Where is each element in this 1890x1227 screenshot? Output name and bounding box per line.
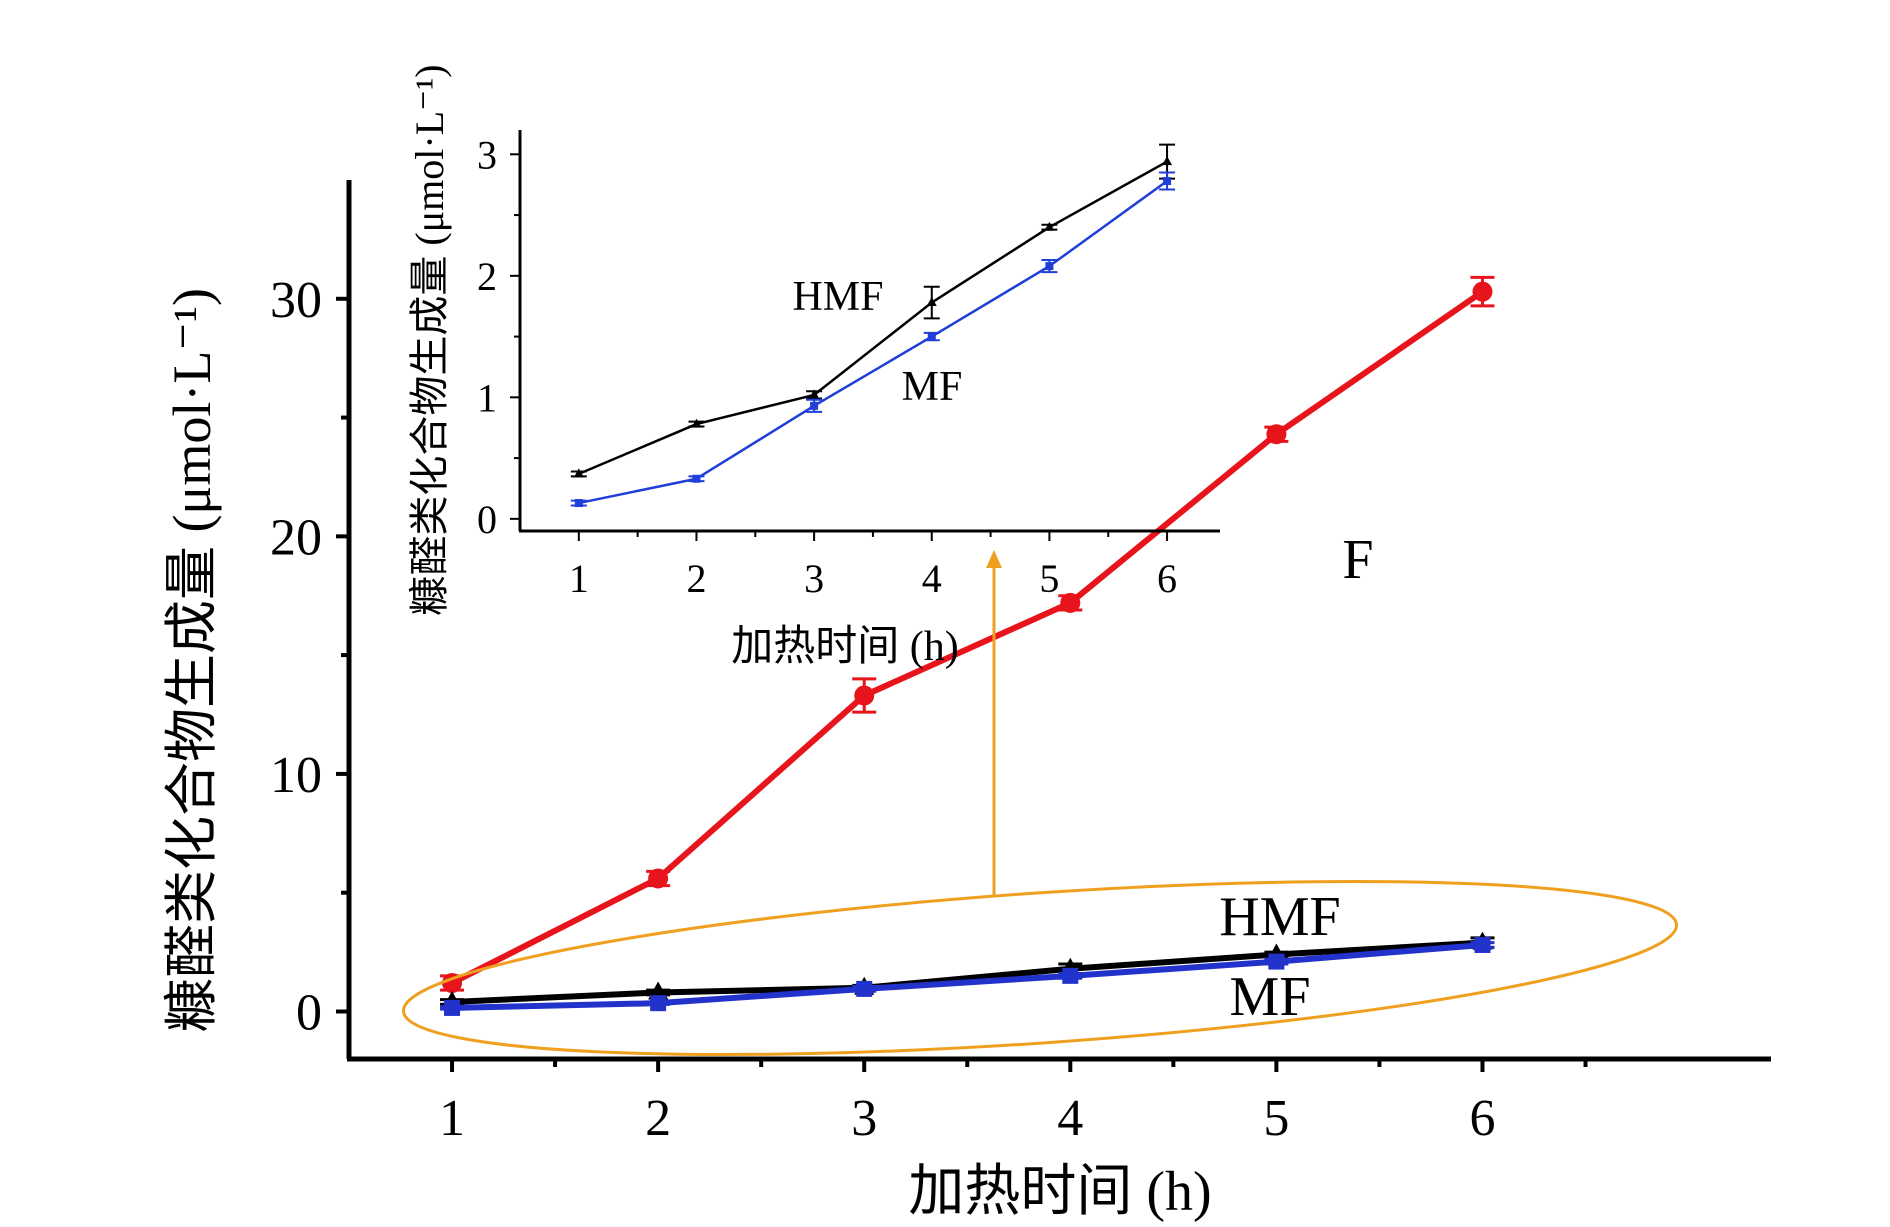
inset-y-axis-title: 糠醛类化合物生成量 (μmol·L⁻¹) [407,64,452,615]
main-data-point-mf [1062,967,1079,984]
main-series-label-hmf: HMF [1219,886,1340,948]
inset-series-label-mf: MF [902,364,963,410]
inset-data-point-hmf [1162,156,1173,166]
main-y-tick-label: 30 [270,272,322,329]
main-data-point-f [648,868,669,889]
inset-y-tick-label: 0 [477,497,497,542]
inset-series-label-hmf: HMF [792,274,883,320]
inset-y-tick-label: 2 [477,254,497,299]
highlight-arrow-head [986,550,1002,568]
inset-data-point-mf [1163,177,1172,186]
highlight-annotation [401,550,1679,1056]
main-series-line-f [450,289,1485,986]
inset-tick-labels: 1 2 3 4 5 6 0 1 2 3 [477,132,1177,601]
inset-y-tick-label: 1 [477,375,497,420]
main-x-tick-label: 1 [439,1090,465,1147]
inset-plot: 1 2 3 4 5 6 0 1 2 3 HMF MF 加热时间 (h) 糠醛类化合物生成量 (μm… [407,64,1220,670]
inset-data-point-hmf [809,389,820,399]
main-series-line-mf [451,941,1483,1011]
inset-ticks [510,153,1169,541]
inset-x-axis-title: 加热时间 (h) [731,624,958,670]
inset-data-point-mf [810,401,819,410]
main-data-point-f [1472,281,1493,302]
highlight-ellipse [401,880,1679,1056]
inset-data-point-hmf [691,418,702,428]
inset-data-point-mf [1045,262,1054,271]
inset-x-tick-label: 2 [686,556,706,601]
inset-data-point-hmf [573,468,584,478]
main-ticks [336,296,1588,1072]
inset-series-line-mf [578,180,1168,505]
main-data-point-f [1266,424,1287,445]
main-y-tick-label: 20 [270,509,322,566]
main-x-tick-label: 2 [645,1090,671,1147]
main-data-point-mf [1474,936,1491,953]
inset-data-point-hmf [1044,221,1055,231]
main-y-tick-label: 0 [296,984,322,1041]
main-y-axis-title: 糠醛类化合物生成量 (μmol·L⁻¹) [162,288,222,1032]
main-series-line-hmf [451,939,1483,1005]
main-series-label-f: F [1342,529,1373,591]
main-data-point-f [854,685,875,706]
main-data-point-hmf [648,981,669,1000]
main-data-point-f [1060,592,1081,613]
main-data-point-mf [650,995,667,1012]
main-data-point-mf [856,980,873,997]
main-x-tick-label: 4 [1057,1090,1083,1147]
inset-data-point-hmf [926,297,937,307]
inset-data-point-mf [692,474,701,483]
main-x-tick-label: 6 [1469,1090,1495,1147]
main-x-axis-title: 加热时间 (h) [908,1161,1211,1223]
main-data-point-mf [444,999,461,1016]
inset-x-tick-label: 6 [1157,556,1177,601]
inset-y-tick-label: 3 [477,132,497,177]
main-series [440,275,1495,1016]
inset-data-point-mf [574,499,583,508]
main-series-label-mf: MF [1230,966,1311,1028]
inset-series [570,143,1176,508]
inset-x-tick-label: 4 [922,556,942,601]
main-x-tick-label: 3 [851,1090,877,1147]
main-data-point-mf [1268,953,1285,970]
inset-data-point-mf [927,332,936,341]
main-x-tick-label: 5 [1263,1090,1289,1147]
inset-x-tick-label: 5 [1039,556,1059,601]
inset-x-tick-label: 1 [569,556,589,601]
inset-x-tick-label: 3 [804,556,824,601]
inset-series-line-hmf [578,160,1168,476]
main-y-tick-label: 10 [270,747,322,804]
